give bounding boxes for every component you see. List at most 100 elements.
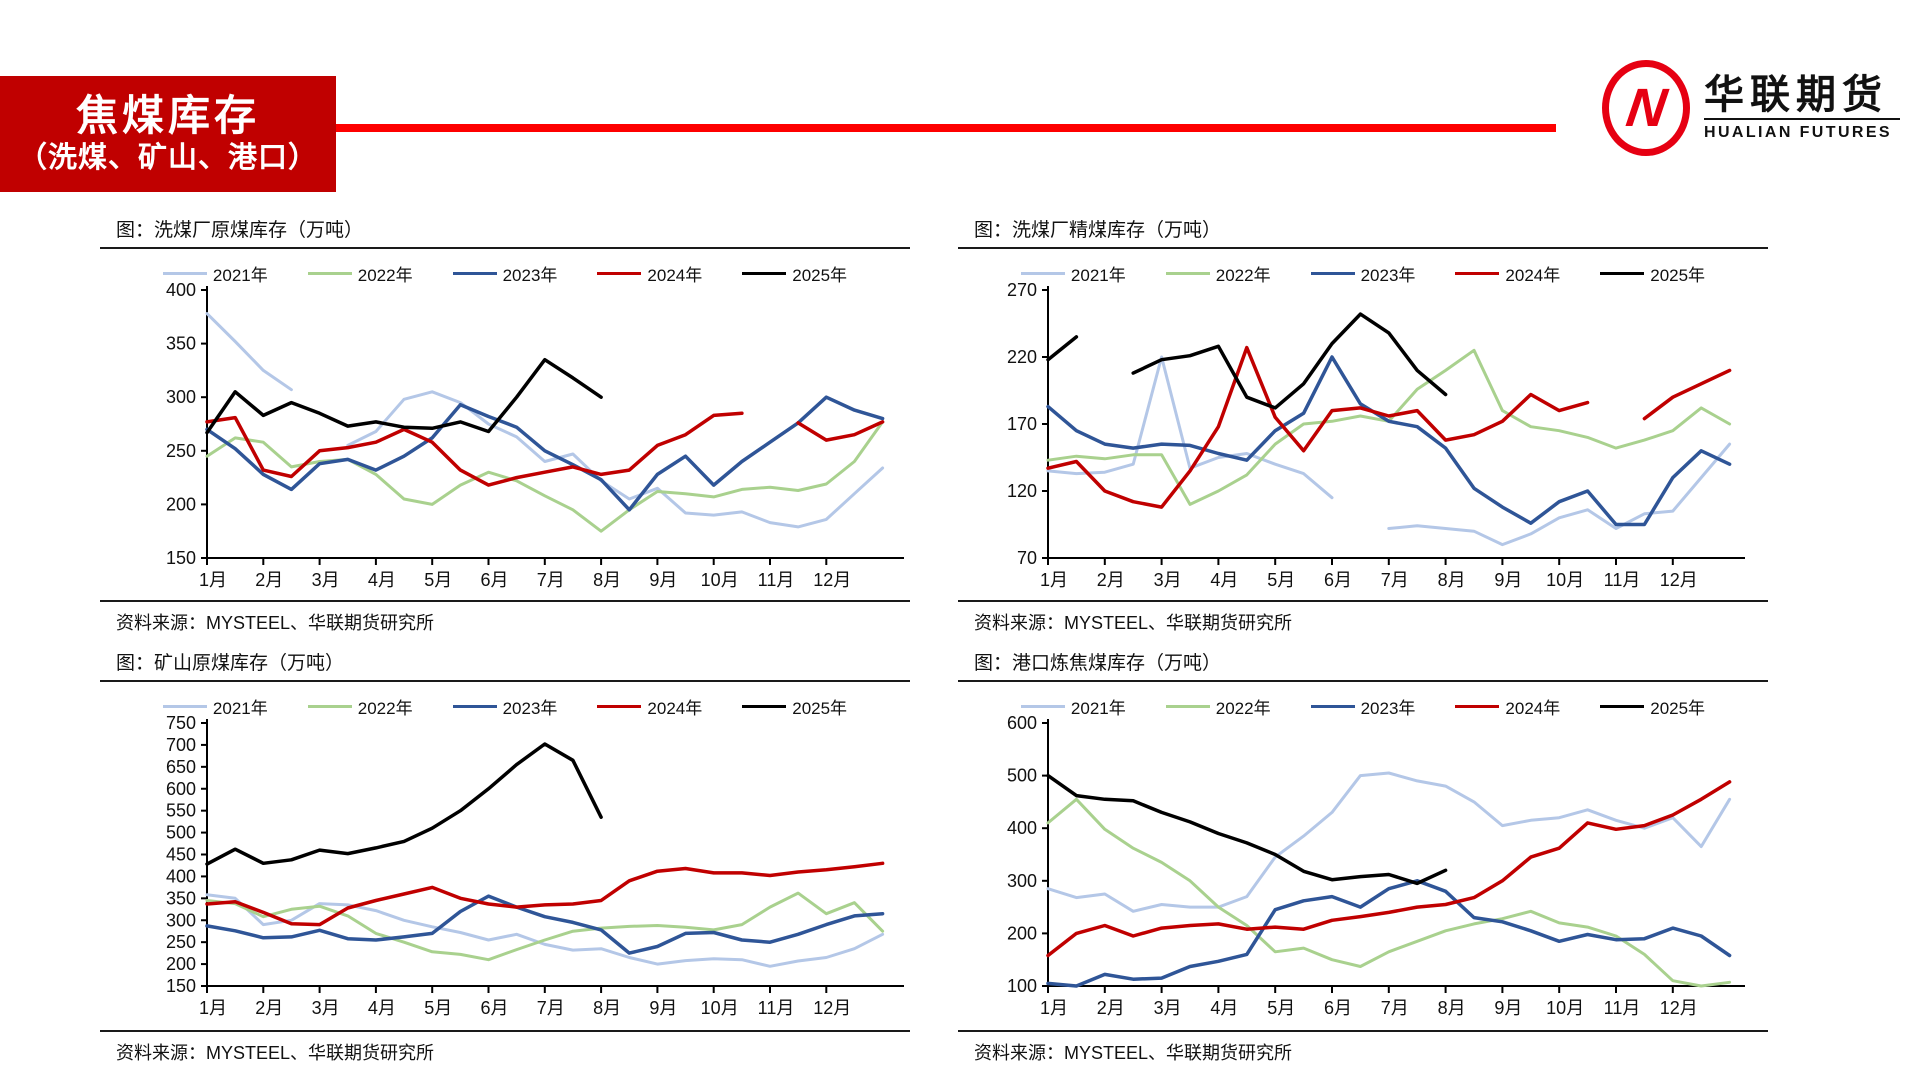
legend-swatch [1165,704,1210,709]
svg-text:200: 200 [166,494,196,514]
svg-text:700: 700 [166,735,196,755]
svg-text:11月: 11月 [758,570,795,590]
svg-text:1月: 1月 [199,570,227,590]
legend-item-2023: 2023年 [1310,261,1416,286]
svg-text:5月: 5月 [1267,570,1295,590]
legend-label: 2022年 [357,266,413,285]
company-logo: N 华联期货 HUALIAN FUTURES [1602,56,1912,160]
slide-subtitle: （洗煤、矿山、港口） [17,142,318,175]
svg-text:1月: 1月 [1040,998,1068,1018]
svg-text:11月: 11月 [1604,570,1641,590]
legend-swatch [162,704,207,709]
legend-item-2023: 2023年 [452,261,558,286]
chart-panel-raw-coal-washplant: 图：洗煤厂原煤库存（万吨） 2021年 2022年 2023年 2024年 2025年 … [100,215,910,640]
legend-swatch [1310,271,1355,276]
chart-legend: 2021年 2022年 2023年 2024年 2025年 [958,694,1768,719]
svg-text:600: 600 [166,779,196,799]
svg-text:750: 750 [166,713,196,733]
svg-text:70: 70 [1017,548,1037,568]
legend-item-2025: 2025年 [742,694,847,719]
data-source-note: 资料来源：MYSTEEL、华联期货研究所 [974,613,1293,633]
svg-text:500: 500 [166,823,196,843]
legend-label: 2021年 [212,699,268,718]
svg-text:300: 300 [1007,871,1037,891]
svg-text:500: 500 [1007,766,1037,786]
svg-text:8月: 8月 [1438,570,1466,590]
legend-swatch [307,271,352,276]
svg-text:200: 200 [166,954,196,974]
title-underline [958,680,1768,682]
panel-bottom-rule [958,1030,1768,1032]
legend-swatch [1165,271,1210,276]
legend-item-2025: 2025年 [1600,261,1705,286]
chart-legend: 2021年 2022年 2023年 2024年 2025年 [100,261,910,286]
legend-label: 2023年 [1360,699,1416,718]
legend-swatch [452,271,497,276]
header-divider-line [336,124,1556,132]
svg-text:450: 450 [166,845,196,865]
chart-title: 图：洗煤厂精煤库存（万吨） [974,220,1222,241]
svg-text:9月: 9月 [1494,570,1522,590]
chart-legend: 2021年 2022年 2023年 2024年 2025年 [958,261,1768,286]
svg-text:650: 650 [166,757,196,777]
svg-text:6月: 6月 [480,998,508,1018]
svg-text:300: 300 [166,910,196,930]
legend-label: 2022年 [1215,266,1271,285]
legend-item-2021: 2021年 [1020,261,1126,286]
legend-label: 2021年 [1070,699,1126,718]
legend-label: 2023年 [502,699,558,718]
chart-title: 图：洗煤厂原煤库存（万吨） [116,220,364,241]
svg-text:6月: 6月 [1324,570,1352,590]
legend-label: 2024年 [647,266,703,285]
svg-text:8月: 8月 [1438,998,1466,1018]
legend-label: 2024年 [1505,699,1561,718]
svg-text:12月: 12月 [1660,998,1698,1018]
svg-text:7月: 7月 [1381,998,1409,1018]
svg-text:270: 270 [1007,280,1037,300]
svg-text:200: 200 [1007,923,1037,943]
svg-text:12月: 12月 [813,570,851,590]
legend-item-2023: 2023年 [1310,694,1416,719]
logo-separator [1704,118,1900,120]
svg-text:120: 120 [1007,481,1037,501]
svg-text:600: 600 [1007,713,1037,733]
svg-text:12月: 12月 [1660,570,1698,590]
legend-label: 2023年 [1360,266,1416,285]
panel-bottom-rule [958,600,1768,602]
svg-text:1月: 1月 [199,998,227,1018]
legend-item-2024: 2024年 [597,261,702,286]
svg-text:5月: 5月 [1267,998,1295,1018]
logo-n-icon: N [1622,78,1670,138]
legend-item-2021: 2021年 [162,261,268,286]
svg-text:250: 250 [166,441,196,461]
legend-label: 2021年 [212,266,268,285]
slide-title-banner: 焦煤库存 （洗煤、矿山、港口） [0,76,336,192]
svg-text:10月: 10月 [701,998,739,1018]
svg-text:3月: 3月 [312,998,340,1018]
slide-title: 焦煤库存 [75,91,260,139]
svg-text:7月: 7月 [537,570,565,590]
svg-text:7月: 7月 [1381,570,1409,590]
title-underline [958,247,1768,249]
legend-item-2023: 2023年 [452,694,558,719]
chart-title: 图：港口炼焦煤库存（万吨） [974,653,1222,674]
svg-text:350: 350 [166,888,196,908]
legend-item-2022: 2022年 [307,261,413,286]
legend-swatch [452,704,497,709]
legend-label: 2023年 [502,266,558,285]
svg-text:2月: 2月 [1097,570,1125,590]
svg-text:4月: 4月 [368,570,396,590]
svg-text:6月: 6月 [1324,998,1352,1018]
svg-text:550: 550 [166,801,196,821]
svg-text:300: 300 [166,387,196,407]
legend-label: 2025年 [1650,699,1706,718]
svg-text:2月: 2月 [255,998,283,1018]
svg-text:2月: 2月 [255,570,283,590]
svg-text:400: 400 [166,280,196,300]
panel-bottom-rule [100,600,910,602]
svg-text:400: 400 [1007,818,1037,838]
svg-text:350: 350 [166,334,196,354]
legend-item-2024: 2024年 [597,694,702,719]
legend-swatch [307,704,352,709]
logo-company-name: 华联期货 [1704,73,1888,117]
